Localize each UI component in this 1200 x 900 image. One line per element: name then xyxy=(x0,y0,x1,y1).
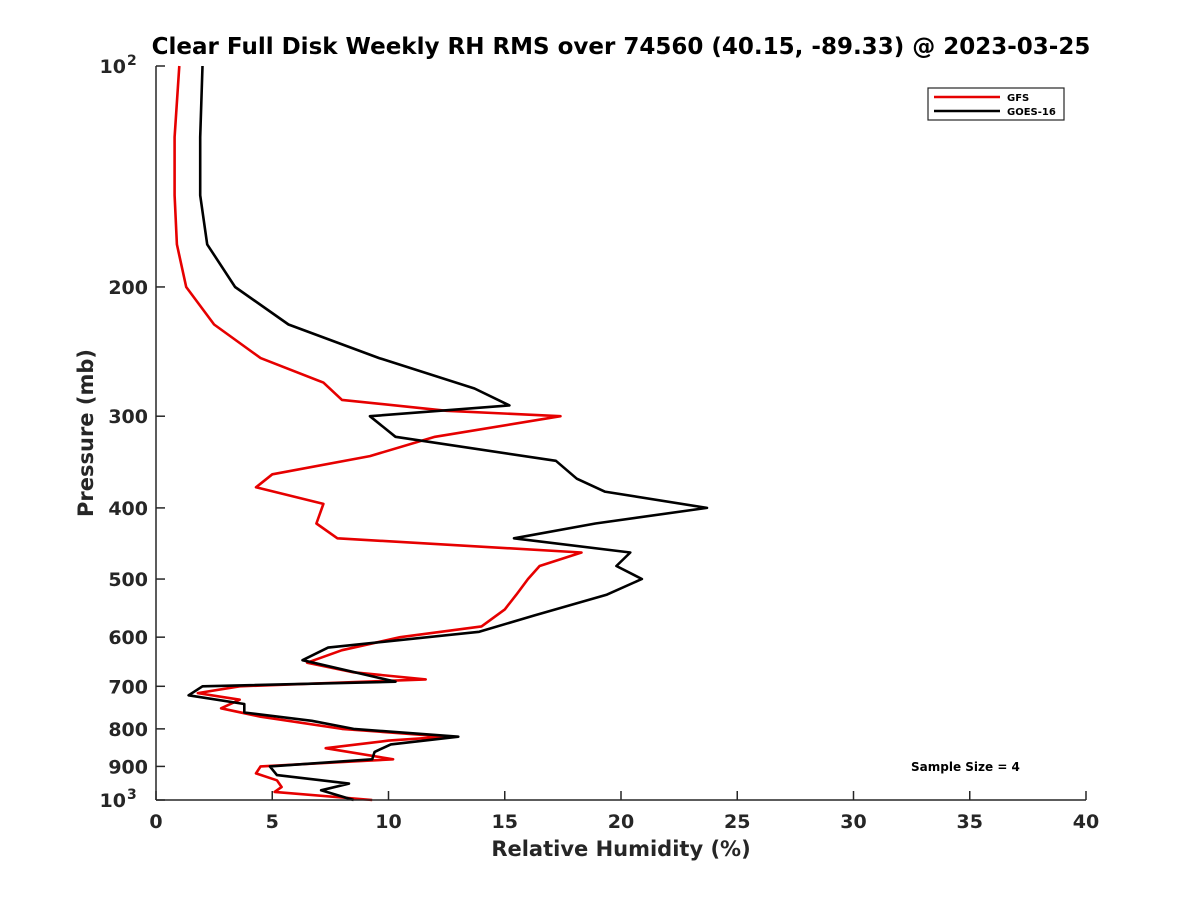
x-tick-label: 30 xyxy=(840,811,866,833)
x-tick-label: 5 xyxy=(266,811,279,833)
y-tick-label: 700 xyxy=(108,676,148,698)
legend-label-goes16: GOES-16 xyxy=(1007,107,1056,118)
x-tick-label: 25 xyxy=(724,811,750,833)
x-tick-label: 20 xyxy=(608,811,634,833)
plot-area: 0 5 10 15 20 25 30 35 40 10 220030040050060070080… xyxy=(100,53,1100,833)
x-axis-label: Relative Humidity (%) xyxy=(491,837,750,861)
x-tick-label: 0 xyxy=(149,811,162,833)
y-tick-label: 400 xyxy=(108,498,148,520)
legend: GFS GOES-16 xyxy=(927,87,1065,121)
x-tick-label: 40 xyxy=(1073,811,1099,833)
y-tick-label: 600 xyxy=(108,627,148,649)
chart-title: Clear Full Disk Weekly RH RMS over 74560… xyxy=(152,34,1091,60)
y-tick-exponent: 3 xyxy=(127,787,137,803)
y-tick-label: 10 xyxy=(100,790,126,812)
x-ticks: 0 5 10 15 20 25 30 35 40 xyxy=(149,791,1099,833)
y-tick-label: 900 xyxy=(108,756,148,778)
x-tick-label: 10 xyxy=(375,811,401,833)
y-tick-label: 500 xyxy=(108,569,148,591)
y-tick-label: 800 xyxy=(108,719,148,741)
series-layer xyxy=(173,65,709,802)
y-tick-label: 10 xyxy=(100,56,126,78)
legend-label-gfs: GFS xyxy=(1007,93,1029,104)
sample-size-annotation: Sample Size = 4 xyxy=(911,760,1020,774)
x-tick-label: 35 xyxy=(957,811,983,833)
y-tick-label: 300 xyxy=(108,406,148,428)
series-line-gfs xyxy=(173,65,583,802)
legend-box xyxy=(927,87,1065,121)
y-tick-label: 200 xyxy=(108,277,148,299)
y-axis-label: Pressure (mb) xyxy=(74,349,98,517)
y-tick-exponent: 2 xyxy=(127,53,137,69)
series-line-goes-16 xyxy=(187,65,709,802)
x-tick-label: 15 xyxy=(492,811,518,833)
